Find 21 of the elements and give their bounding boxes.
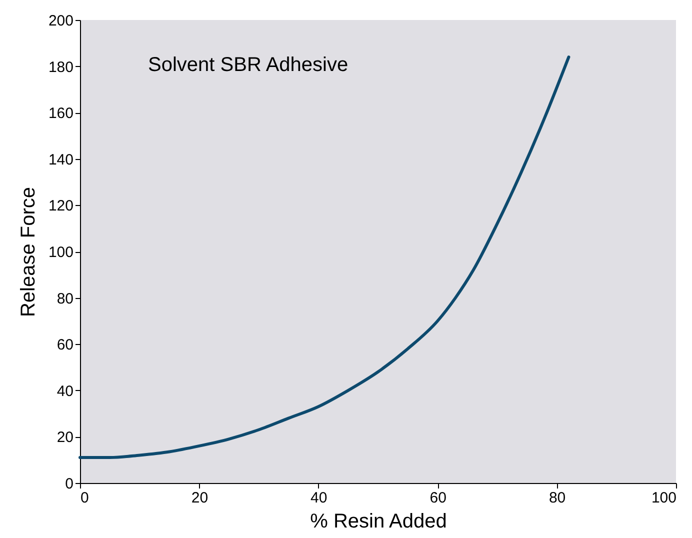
x-axis-title: % Resin Added [310, 510, 447, 532]
y-tick-label: 200 [48, 12, 74, 30]
y-tick-label: 140 [48, 151, 74, 168]
y-tick-label: 120 [48, 198, 74, 215]
y-tick-label: 160 [48, 105, 74, 122]
x-tick-label: 40 [310, 490, 328, 506]
y-tick-label: 20 [56, 429, 74, 446]
y-tick-label: 0 [65, 476, 74, 492]
y-tick-label: 60 [56, 336, 74, 354]
y-tick-label: 180 [48, 58, 74, 76]
x-tick-label: 0 [80, 490, 89, 506]
y-tick-label: 40 [56, 382, 74, 400]
x-tick-label: 100 [651, 490, 676, 506]
annotation: Solvent SBR Adhesive [148, 54, 348, 76]
x-tick-label: 60 [430, 490, 446, 506]
y-tick-label: 100 [48, 244, 74, 261]
y-tick-label: 80 [56, 290, 74, 308]
line-series [78, 56, 570, 460]
x-tick-label: 80 [548, 490, 566, 506]
y-axis-title: Release Force [17, 186, 40, 318]
x-tick-label: 20 [191, 490, 208, 506]
